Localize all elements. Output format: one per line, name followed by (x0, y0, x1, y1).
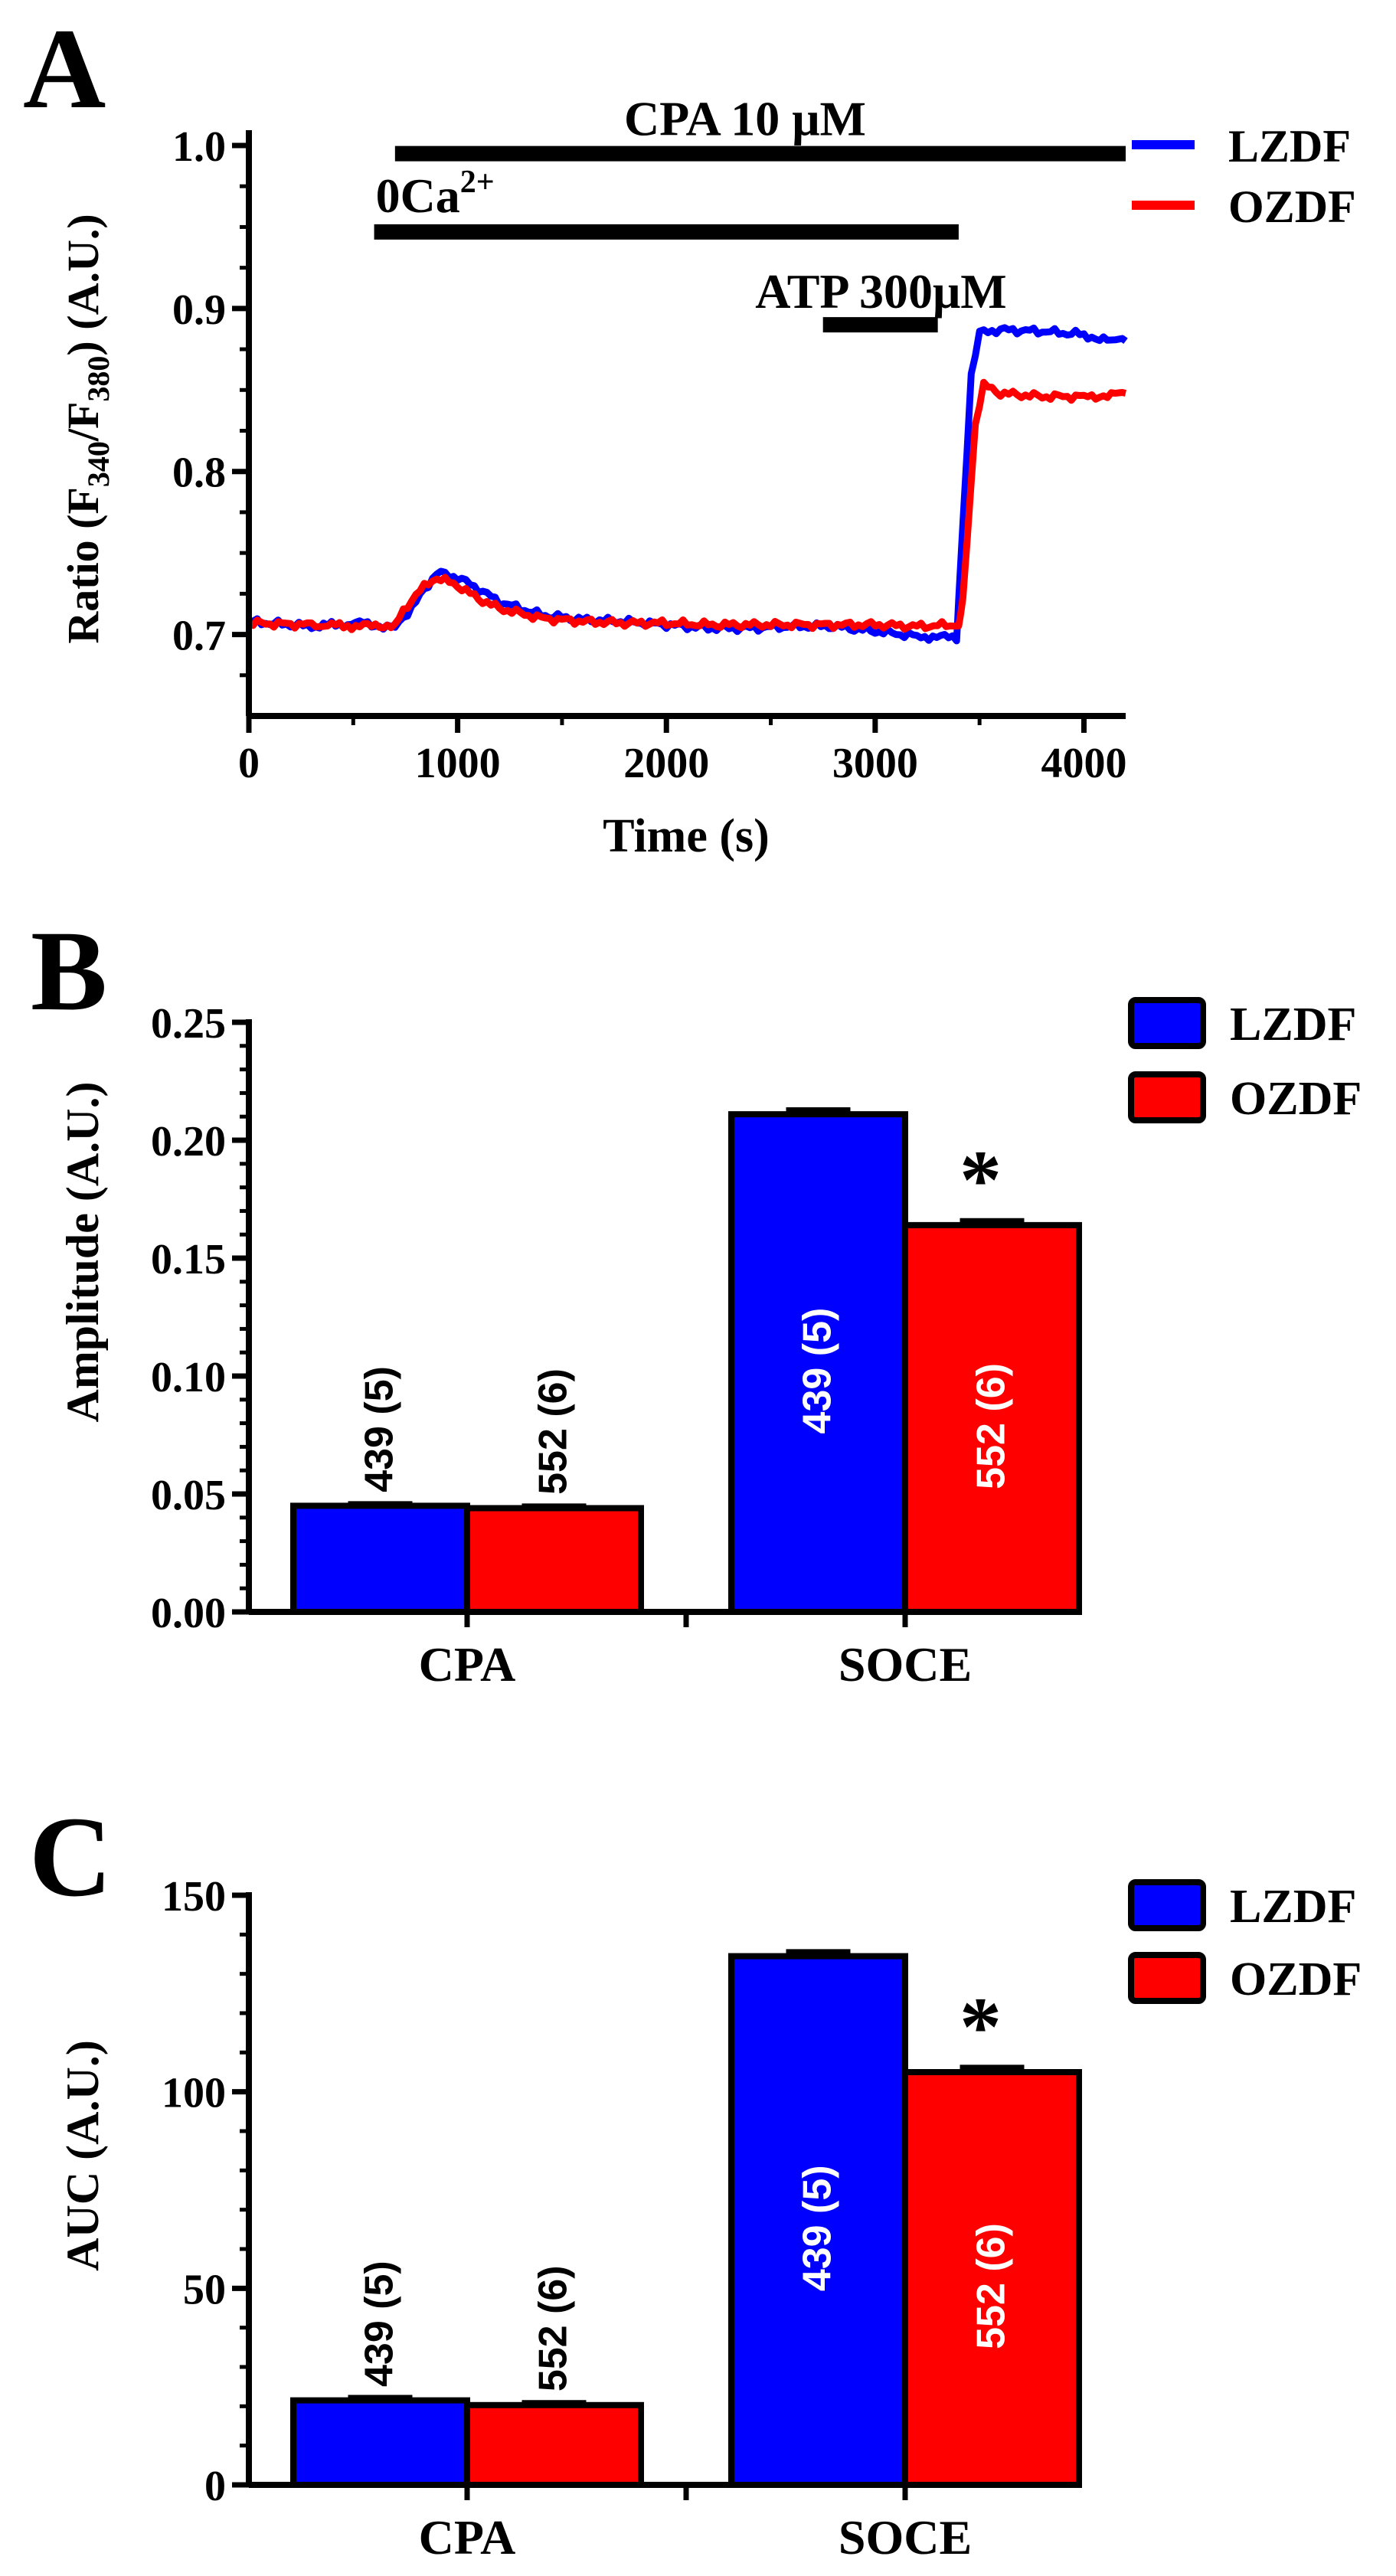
n-label-lzdf-soce: 439 (5) (796, 2165, 840, 2291)
y-tick-label: 0.05 (151, 1472, 226, 1519)
significance-asterisk: * (960, 1979, 1002, 2073)
bar-ozdf-cpa (464, 1505, 644, 1615)
panel-c-bars: 439 (5) 552 (6) 439 (5) 552 (6) (290, 1949, 1082, 2488)
y-tick-label: 0.25 (151, 1000, 226, 1048)
y-tick-label: 0 (204, 2463, 226, 2510)
panel-b-bar-chart: B 439 (5) 552 (6) 439 (5) 552 (6) CPA SOCE * 0… (31, 907, 1362, 1692)
panel-a-y-tick-label: 0.8 (172, 449, 226, 497)
panel-a-x-tick-label: 1000 (415, 740, 501, 787)
category-label-cpa: CPA (419, 2510, 516, 2565)
panel-a-x-tick-label: 3000 (832, 740, 918, 787)
panel-a-x-tick-label: 2000 (623, 740, 709, 787)
n-label-lzdf-cpa: 439 (5) (358, 1366, 402, 1492)
legend-b-lzdf-swatch (1128, 997, 1206, 1049)
bar-lzdf-cpa (290, 1502, 470, 1616)
panel-a-y-tick-label: 0.9 (172, 286, 226, 334)
bar-lzdf-soce (728, 1953, 908, 2488)
y-tick-label: 0.20 (151, 1118, 226, 1165)
series-line-ozdf (247, 378, 1126, 633)
y-tick-label: 0.00 (151, 1590, 226, 1637)
panel-a-line-chart: A CPA 10 μM 0Ca2+ ATP 300μM 0.7 0.8 0.9 1.0… (23, 5, 1356, 862)
cpa-10um-annotation: CPA 10 μM (394, 92, 1126, 162)
panel-c-y-axis-title: AUC (A.U.) (57, 2040, 108, 2271)
significance-asterisk: * (960, 1133, 1002, 1227)
panel-a-x-axis-title: Time (s) (603, 810, 770, 862)
panel-c-letter: C (29, 1793, 112, 1921)
legend-a-ozdf-label: OZDF (1228, 181, 1356, 232)
n-label-ozdf-cpa: 552 (6) (531, 1368, 576, 1495)
y-tick-label: 100 (162, 2070, 226, 2117)
panel-a-y-tick-label: 1.0 (172, 123, 226, 171)
panel-a-y-tick-label: 0.7 (172, 613, 226, 660)
panel-a-axes: 0.7 0.8 0.9 1.0 0 1000 2000 3000 4000 (172, 123, 1126, 787)
n-label-ozdf-cpa: 552 (6) (531, 2265, 576, 2391)
cpa-label: CPA 10 μM (624, 92, 866, 146)
y-tick-label: 50 (183, 2266, 226, 2313)
category-label-cpa: CPA (419, 1637, 516, 1692)
category-label-soce: SOCE (839, 1637, 972, 1692)
legend-c-lzdf-label: LZDF (1230, 1881, 1356, 1933)
atp-label: ATP 300μM (755, 264, 1006, 319)
n-label-lzdf-cpa: 439 (5) (358, 2261, 402, 2387)
panel-c-legend: LZDF OZDF (1128, 1879, 1362, 2006)
n-label-lzdf-soce: 439 (5) (796, 1308, 840, 1434)
panel-a-legend: LZDF OZDF (1132, 121, 1356, 232)
panel-a-x-tick-label: 4000 (1041, 740, 1126, 787)
y-tick-label: 150 (162, 1873, 226, 1921)
panel-b-legend: LZDF OZDF (1128, 997, 1362, 1125)
y-tick-label: 0.10 (151, 1354, 226, 1401)
legend-b-ozdf-label: OZDF (1230, 1073, 1362, 1125)
bar-lzdf-cpa (290, 2397, 470, 2488)
legend-c-ozdf-swatch (1128, 1952, 1206, 2004)
n-label-ozdf-soce: 552 (6) (969, 2223, 1014, 2349)
zero-calcium-annotation: 0Ca2+ (374, 165, 959, 240)
panel-a-y-axis-title: Ratio (F340/F380) (A.U.) (58, 214, 116, 643)
legend-b-lzdf-label: LZDF (1230, 999, 1356, 1051)
panel-c-bar-chart: C 439 (5) 552 (6) 439 (5) 552 (6) CPA SOCE * 0… (29, 1793, 1362, 2565)
legend-c-ozdf-label: OZDF (1230, 1953, 1362, 2006)
zero-calcium-label: 0Ca2+ (376, 165, 495, 223)
legend-a-lzdf-label: LZDF (1228, 121, 1351, 172)
category-label-soce: SOCE (839, 2510, 972, 2565)
n-label-ozdf-soce: 552 (6) (969, 1363, 1014, 1489)
bar-ozdf-cpa (464, 2401, 644, 2488)
panel-b-bars: 439 (5) 552 (6) 439 (5) 552 (6) (290, 1107, 1082, 1616)
legend-b-ozdf-swatch (1128, 1071, 1206, 1123)
panel-a-x-tick-label: 0 (238, 740, 260, 787)
panel-b-y-axis-title: Amplitude (A.U.) (57, 1082, 108, 1423)
panel-b-letter: B (31, 907, 107, 1035)
y-tick-label: 0.15 (151, 1236, 226, 1283)
panel-a-series (247, 324, 1128, 645)
legend-c-lzdf-swatch (1128, 1879, 1206, 1931)
panel-b-axes: CPA SOCE * 0.00 0.05 0.10 0.15 0.20 0.25 (151, 1000, 1080, 1692)
panel-a-letter: A (23, 5, 106, 132)
bar-ozdf-soce (902, 2069, 1082, 2488)
panel-c-axes: CPA SOCE * 0 50 100 150 (162, 1873, 1080, 2565)
atp-300um-annotation: ATP 300μM (755, 264, 1007, 333)
